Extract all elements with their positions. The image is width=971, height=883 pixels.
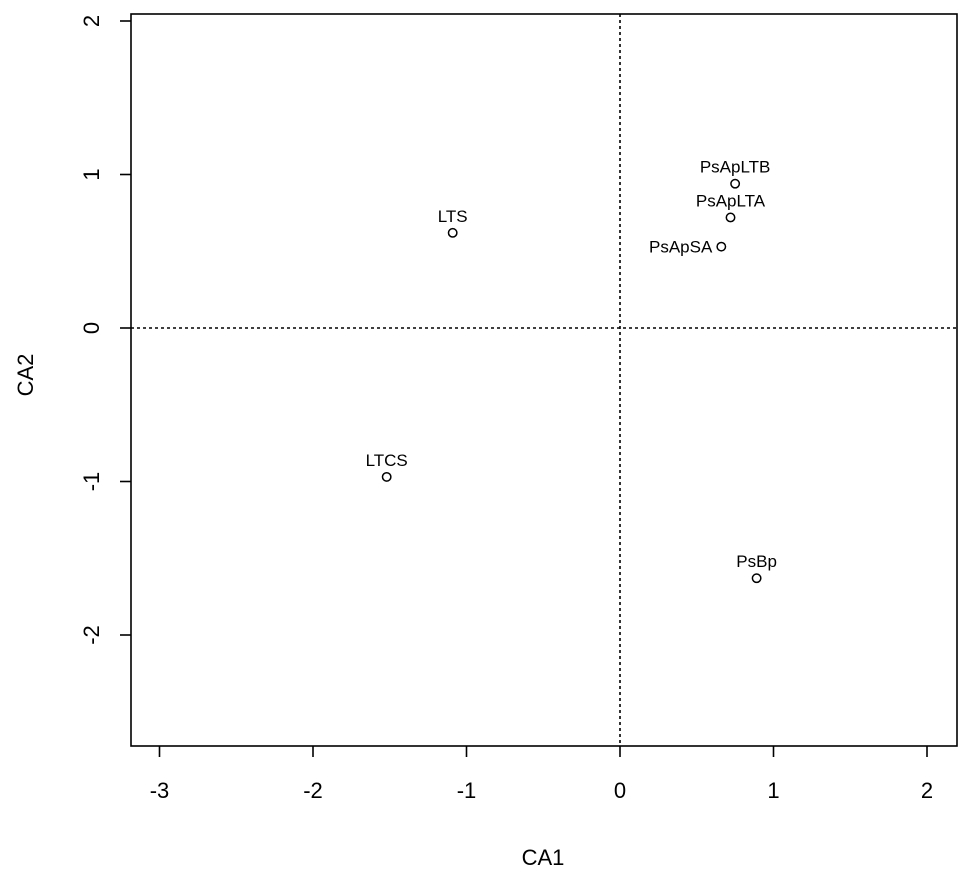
data-point — [730, 178, 741, 189]
y-tick-label: 0 — [79, 322, 104, 334]
x-tick-label: -1 — [457, 778, 477, 803]
point-label: LTCS — [366, 451, 408, 470]
y-tick-label: -1 — [79, 472, 104, 492]
x-tick-label: 2 — [921, 778, 933, 803]
point-label: PsBp — [736, 552, 777, 571]
x-tick-label: -2 — [303, 778, 323, 803]
y-tick-label: 1 — [79, 168, 104, 180]
x-axis-title: CA1 — [522, 845, 565, 870]
data-point — [751, 573, 762, 584]
y-tick-label: -2 — [79, 625, 104, 645]
x-tick-label: 0 — [614, 778, 626, 803]
x-tick-label: 1 — [767, 778, 779, 803]
data-point — [381, 471, 392, 482]
point-label: PsApLTB — [700, 158, 771, 177]
data-point — [725, 212, 736, 223]
data-point — [447, 227, 458, 238]
plot-frame — [130, 13, 958, 747]
y-tick-label: 2 — [79, 15, 104, 27]
point-label: LTS — [438, 207, 468, 226]
data-point — [716, 241, 727, 252]
point-label: PsApLTA — [696, 191, 766, 210]
point-label: PsApSA — [649, 238, 713, 257]
x-tick-label: -3 — [150, 778, 170, 803]
y-axis-title: CA2 — [13, 354, 38, 397]
